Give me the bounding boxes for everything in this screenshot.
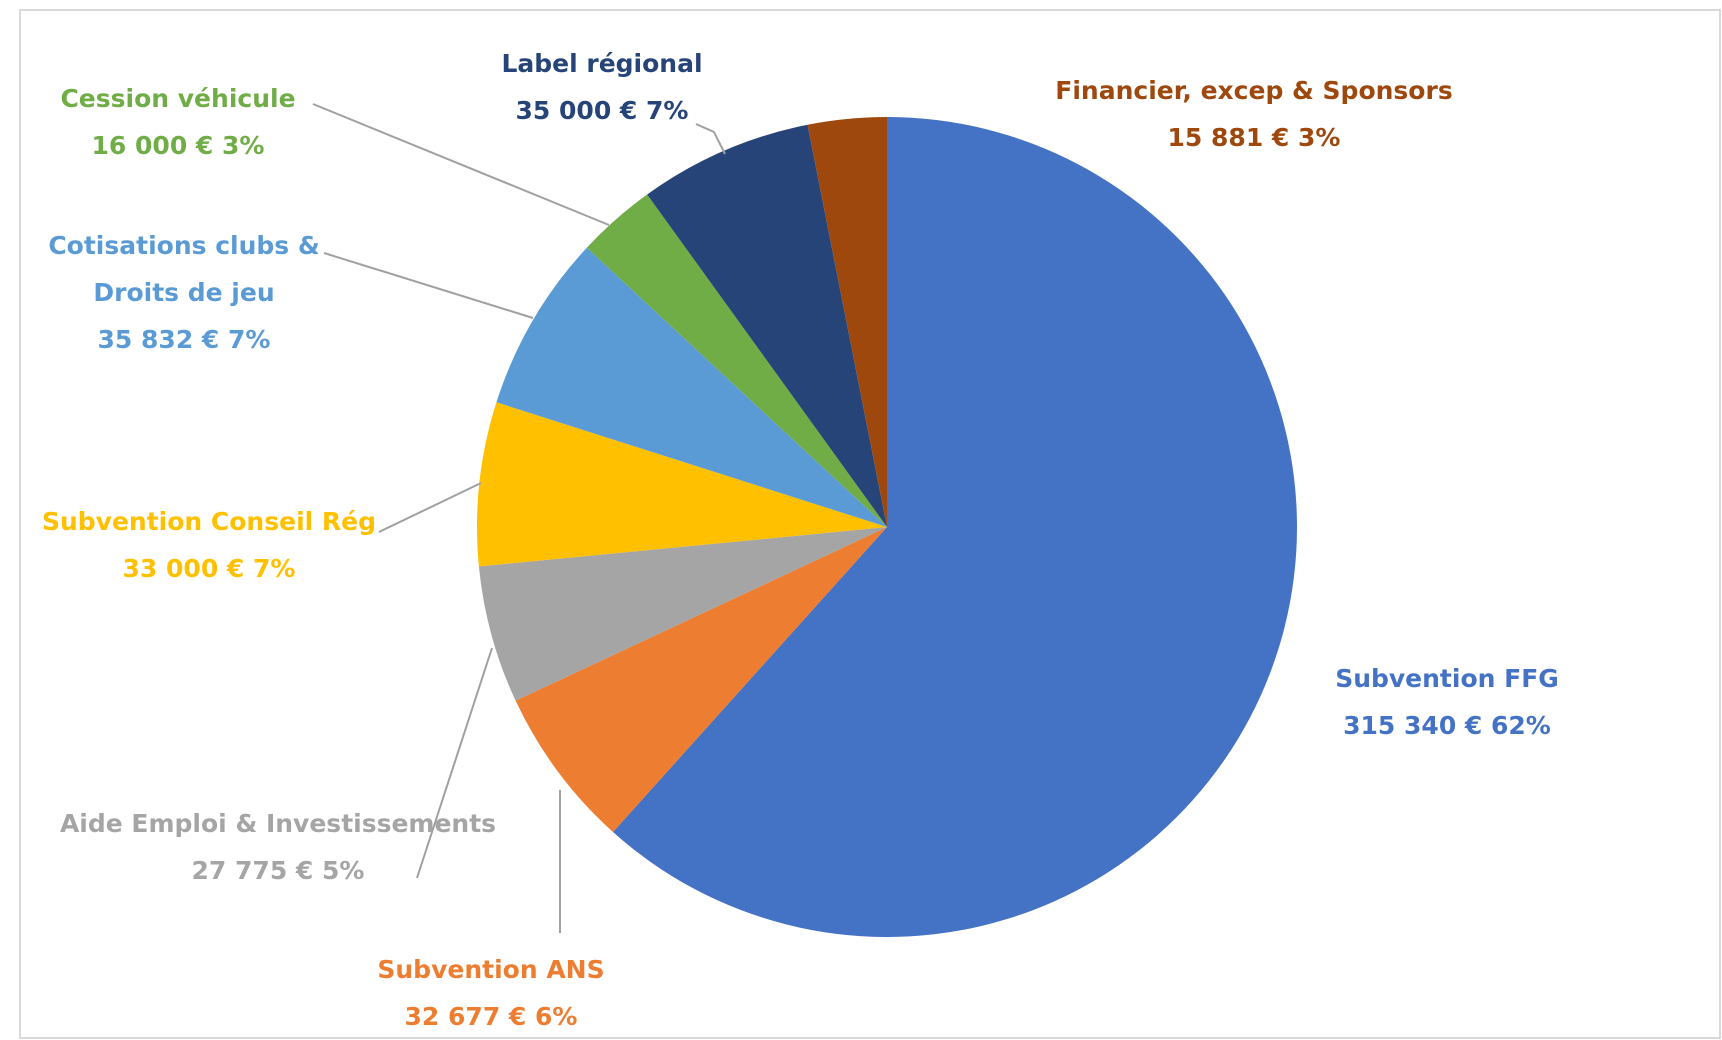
pie-slice [586,194,887,527]
value-label: 27 775 € 5% [191,856,365,885]
category-label: Cotisations clubs & Droits de jeu [48,231,320,307]
value-label: 32 677 € 6% [404,1002,578,1031]
pie-slice [496,247,887,527]
data-label: Subvention FFG 315 340 € 62% [1267,655,1627,749]
category-label: Subvention Conseil Rég [41,507,377,536]
value-label: 315 340 € 62% [1343,711,1551,740]
data-label: Cession véhicule 16 000 € 3% [18,75,338,169]
data-label: Label régional 35 000 € 7% [442,40,762,134]
pie-slice [478,527,887,701]
pie-slice [807,117,887,527]
value-label: 35 832 € 7% [97,325,271,354]
value-label: 16 000 € 3% [91,131,265,160]
category-label: Financier, excep & Sponsors [1055,76,1453,105]
category-label: Subvention FFG [1335,664,1559,693]
leader-lines [312,103,726,933]
data-label: Subvention Conseil Rég 33 000 € 7% [39,498,379,592]
leader-line [695,123,726,155]
leader-line [323,252,534,319]
pie-slice [612,117,1297,937]
value-label: 33 000 € 7% [122,554,296,583]
leader-line [312,103,610,226]
data-label: Subvention ANS 32 677 € 6% [321,946,661,1040]
category-label: Label régional [501,49,703,78]
data-label: Aide Emploi & Investissements 27 775 € 5% [58,800,498,894]
value-label: 15 881 € 3% [1167,123,1341,152]
frame [19,9,1721,1039]
leader-line [416,647,493,879]
category-label: Aide Emploi & Investissements [59,809,497,838]
leader-line [378,482,482,533]
value-label: 35 000 € 7% [515,96,689,125]
pie-slice [515,527,887,832]
category-label: Cession véhicule [60,84,296,113]
pie-slice [647,124,887,527]
category-label: Subvention ANS [377,955,605,984]
data-label: Financier, excep & Sponsors 15 881 € 3% [994,67,1514,161]
data-label: Cotisations clubs & Droits de jeu 35 832 … [19,222,349,363]
pie-slice [477,402,887,567]
